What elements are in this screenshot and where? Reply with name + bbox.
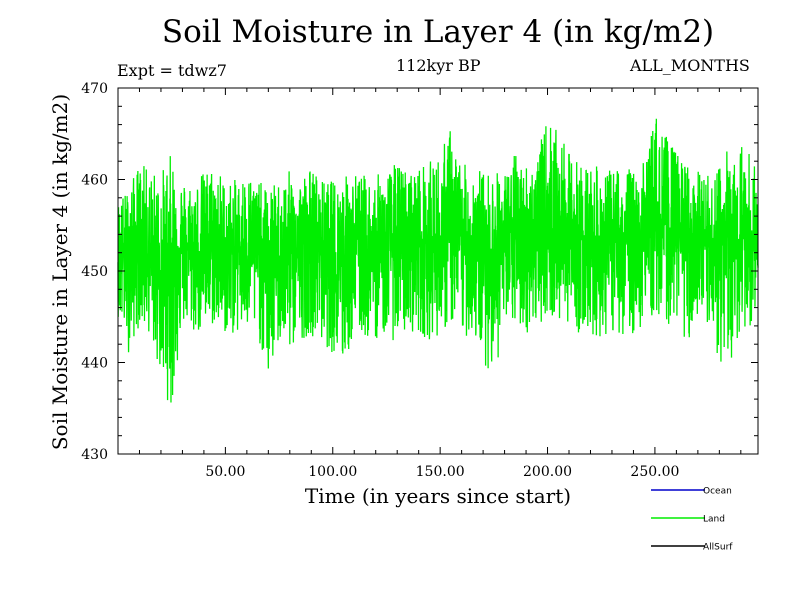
period-label: ALL_MONTHS [630, 56, 750, 75]
x-tick-label: 50.00 [205, 464, 245, 480]
y-tick-label: 470 [81, 81, 108, 97]
legend-label-land: Land [703, 515, 725, 525]
legend: Ocean Land AllSurf [651, 487, 733, 553]
y-tick-label: 460 [81, 173, 108, 189]
x-tick-label: 100.00 [308, 464, 357, 480]
x-tick-label: 200.00 [523, 464, 572, 480]
plot-area [117, 118, 759, 403]
chart-subtitle: 112kyr BP [396, 56, 481, 75]
x-axis-label: Time (in years since start) [304, 484, 572, 508]
legend-label-allsurf: AllSurf [703, 543, 733, 553]
series-line-land [117, 118, 759, 403]
axes: 430 440 450 460 470 50.00 100.00 150.00 200.00 25… [81, 81, 758, 480]
y-tick-label: 450 [81, 264, 108, 280]
y-tick-label: 440 [81, 356, 108, 372]
chart-title: Soil Moisture in Layer 4 (in kg/m2) [161, 14, 715, 50]
x-tick-label: 150.00 [416, 464, 465, 480]
y-tick-label: 430 [81, 447, 108, 463]
legend-label-ocean: Ocean [703, 487, 732, 497]
experiment-label: Expt = tdwz7 [117, 61, 227, 80]
x-tick-label: 250.00 [630, 464, 679, 480]
